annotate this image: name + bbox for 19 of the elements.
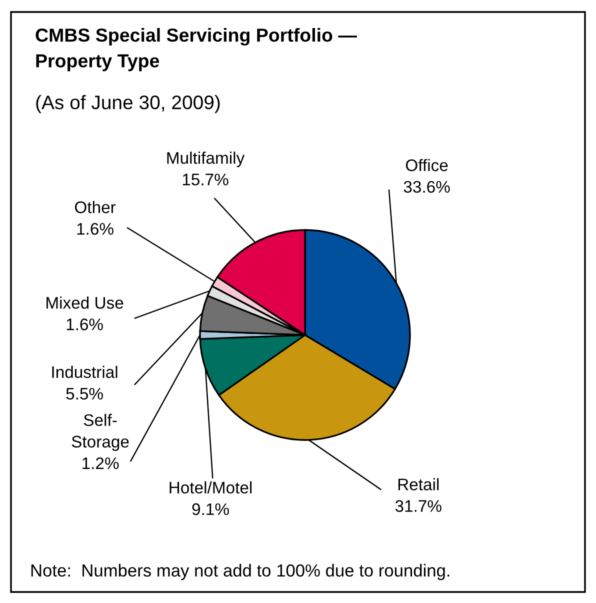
text: Note: Numbers may not add to 100% due to rounding. (31, 564, 450, 580)
data-label: 9.1% (192, 503, 229, 516)
data-label: 31.7% (395, 500, 442, 512)
slice-label: Retail (398, 478, 439, 490)
slice-label: Industrial (52, 366, 118, 378)
data-label: 5.5% (66, 388, 103, 400)
slice-label: Hotel/Motel (170, 481, 252, 494)
data-label: 1.2% (82, 457, 119, 470)
data-label: 1.6% (66, 318, 103, 330)
chart-title: CMBS Special Servicing Portfolio — Property Type (36, 28, 357, 72)
slice-label: Mixed Use (46, 296, 124, 309)
data-label: 1.6% (77, 222, 114, 235)
chart-subtitle: (As of June 30, 2009) (36, 95, 220, 114)
slice-label: Multifamily (167, 152, 245, 168)
data-label: 33.6% (404, 180, 450, 193)
slice-label: Self- Storage (72, 414, 129, 451)
slice-label: Other (74, 200, 116, 214)
slice-label: Office (406, 158, 448, 172)
data-label: 15.7% (182, 174, 228, 186)
